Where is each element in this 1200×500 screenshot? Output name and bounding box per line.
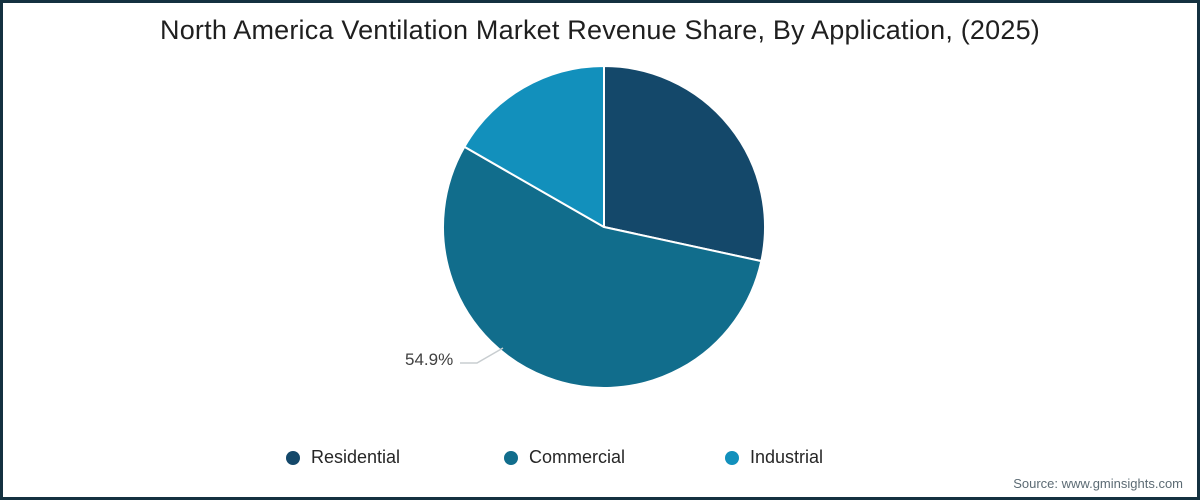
label-leader-line — [460, 347, 504, 364]
source-credit: Source: www.gminsights.com — [1013, 476, 1183, 491]
legend-label-residential: Residential — [311, 447, 401, 467]
legend-item-residential[interactable]: Residential — [286, 447, 400, 468]
pie-slices-group — [442, 65, 766, 389]
pie-chart — [442, 65, 766, 389]
legend-marker-industrial-icon — [725, 450, 739, 465]
data-label-commercial: 54.9% — [405, 350, 454, 369]
legend: Residential Commercial Industrial — [3, 447, 1197, 473]
pie-slice-industrial[interactable] — [463, 65, 605, 228]
legend-label-commercial: Commercial — [529, 447, 626, 467]
pie-slice-residential[interactable] — [603, 65, 766, 263]
legend-marker-commercial-icon — [504, 450, 518, 465]
chart-title: North America Ventilation Market Revenue… — [160, 15, 1040, 45]
legend-item-industrial[interactable]: Industrial — [725, 447, 823, 468]
legend-item-commercial[interactable]: Commercial — [504, 447, 625, 468]
pie-slice-commercial[interactable] — [442, 145, 763, 389]
legend-marker-residential-icon — [286, 450, 300, 465]
legend-label-industrial: Industrial — [750, 447, 824, 467]
